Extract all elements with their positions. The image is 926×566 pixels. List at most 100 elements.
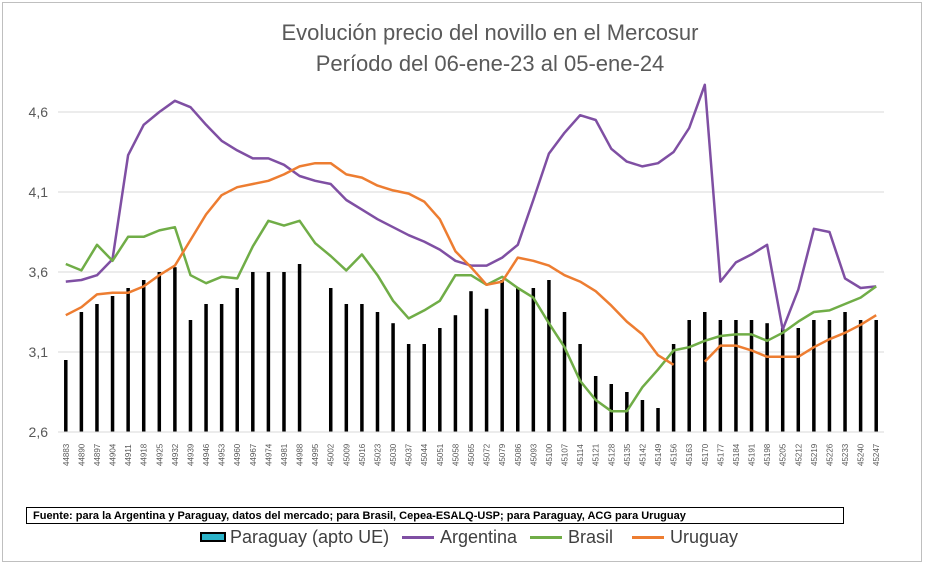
legend-swatch-brasil (530, 535, 562, 539)
bar-paraguay (375, 312, 380, 432)
x-tick-label: 44995 (311, 443, 320, 466)
bar-paraguay (282, 272, 286, 432)
x-tick-label: 45121 (592, 443, 601, 466)
x-tick-label: 45037 (405, 443, 414, 466)
bar-paraguay (671, 344, 676, 432)
x-tick-label: 45198 (763, 443, 772, 466)
chart-title: Evolución precio del novillo en el Merco… (281, 20, 699, 45)
x-tick-label: 45086 (514, 443, 523, 466)
x-tick-label: 44904 (109, 443, 118, 466)
bar-paraguay (266, 272, 271, 432)
bar-paraguay (703, 312, 707, 432)
source-note: Fuente: para la Argentina y Paraguay, da… (26, 507, 844, 524)
bar-paraguay (640, 400, 645, 432)
x-tick-label: 45135 (623, 443, 632, 466)
bar-paraguay (126, 288, 130, 432)
legend-swatch-argentina (402, 535, 434, 539)
x-tick-label: 45009 (342, 443, 351, 466)
y-tick-label: 4,1 (29, 184, 49, 200)
legend: Paraguay (apto UE) Argentina Brasil Urug… (0, 526, 926, 550)
x-tick-label: 44967 (249, 443, 258, 466)
legend-item-uruguay: Uruguay (632, 526, 738, 548)
bar-paraguay (297, 264, 302, 432)
x-tick-label: 45065 (467, 443, 476, 466)
x-tick-label: 45051 (436, 443, 445, 466)
legend-label-brasil: Brasil (568, 526, 614, 547)
bar-paraguay (438, 328, 442, 432)
x-tick-label: 45177 (716, 443, 725, 466)
x-tick-label: 45058 (451, 443, 460, 466)
bar-paraguay (422, 344, 426, 432)
y-tick-label: 3,1 (29, 344, 49, 360)
bar-paraguay (141, 280, 146, 432)
bar-paraguay (219, 304, 224, 432)
bar-paraguay (391, 323, 395, 432)
legend-swatch-uruguay (632, 535, 664, 539)
bar-paraguay (562, 312, 567, 432)
bar-paraguay (687, 320, 691, 432)
x-tick-label: 45233 (841, 443, 850, 466)
bar-paraguay (251, 272, 255, 432)
x-tick-label: 45184 (732, 443, 741, 466)
bar-paraguay (578, 344, 582, 432)
bar-paraguay (95, 304, 99, 432)
x-tick-label: 45240 (857, 443, 866, 466)
x-tick-label: 44939 (186, 443, 195, 466)
bar-paraguay (547, 280, 551, 432)
x-tick-label: 44918 (140, 443, 149, 466)
bar-paraguay (780, 328, 785, 432)
bar-paraguay (843, 312, 847, 432)
x-tick-label: 44890 (77, 443, 86, 466)
legend-item-brasil: Brasil (530, 526, 613, 548)
line-uruguay (65, 161, 877, 366)
bar-paraguay (157, 272, 162, 432)
line-brasil (65, 219, 877, 413)
x-tick-label: 45093 (529, 443, 538, 466)
x-tick-label: 45002 (327, 443, 336, 466)
bar-paraguay (796, 328, 801, 432)
bar-paraguay (609, 384, 614, 432)
bar-paraguay (858, 320, 863, 432)
x-tick-label: 44988 (296, 443, 305, 466)
x-tick-label: 44946 (202, 443, 211, 466)
bar-paraguay (874, 320, 878, 432)
bar-paraguay (827, 320, 832, 432)
x-tick-label: 45023 (373, 443, 382, 466)
x-tick-label: 44960 (233, 443, 242, 466)
bar-paraguay (531, 288, 536, 432)
x-tick-label: 45142 (638, 443, 647, 466)
bar-paraguay (204, 304, 208, 432)
x-tick-label: 44932 (171, 443, 180, 466)
bar-paraguay (749, 320, 754, 432)
x-tick-label: 44981 (280, 443, 289, 466)
legend-item-paraguay: Paraguay (apto UE) (200, 526, 389, 548)
bar-paraguay (734, 320, 738, 432)
bar-paraguay (500, 280, 504, 432)
bar-paraguay (593, 376, 598, 432)
x-tick-label: 45100 (545, 443, 554, 466)
y-tick-label: 2,6 (29, 424, 49, 440)
bar-paraguay (453, 315, 458, 432)
bar-paraguay (64, 360, 68, 432)
x-tick-label: 44974 (264, 443, 273, 466)
x-tick-label: 45149 (654, 443, 663, 466)
legend-swatch-paraguay (200, 532, 226, 542)
legend-label-paraguay: Paraguay (apto UE) (230, 526, 390, 547)
x-tick-label: 44953 (218, 443, 227, 466)
legend-label-uruguay: Uruguay (670, 526, 739, 547)
x-tick-label: 45219 (810, 443, 819, 466)
x-tick-label: 45226 (825, 443, 834, 466)
bar-paraguay (812, 320, 816, 432)
bar-paraguay (235, 288, 239, 432)
bar-paraguay (484, 308, 489, 432)
bar-paraguay (516, 288, 520, 432)
x-tick-label: 45156 (670, 443, 679, 466)
bar-paraguay (406, 344, 411, 432)
x-tick-label: 45191 (748, 443, 757, 466)
bar-paraguay (469, 291, 473, 432)
x-tick-label: 45044 (420, 443, 429, 466)
legend-label-argentina: Argentina (440, 526, 518, 547)
x-tick-label: 45079 (498, 443, 507, 466)
x-tick-label: 44925 (155, 443, 164, 466)
